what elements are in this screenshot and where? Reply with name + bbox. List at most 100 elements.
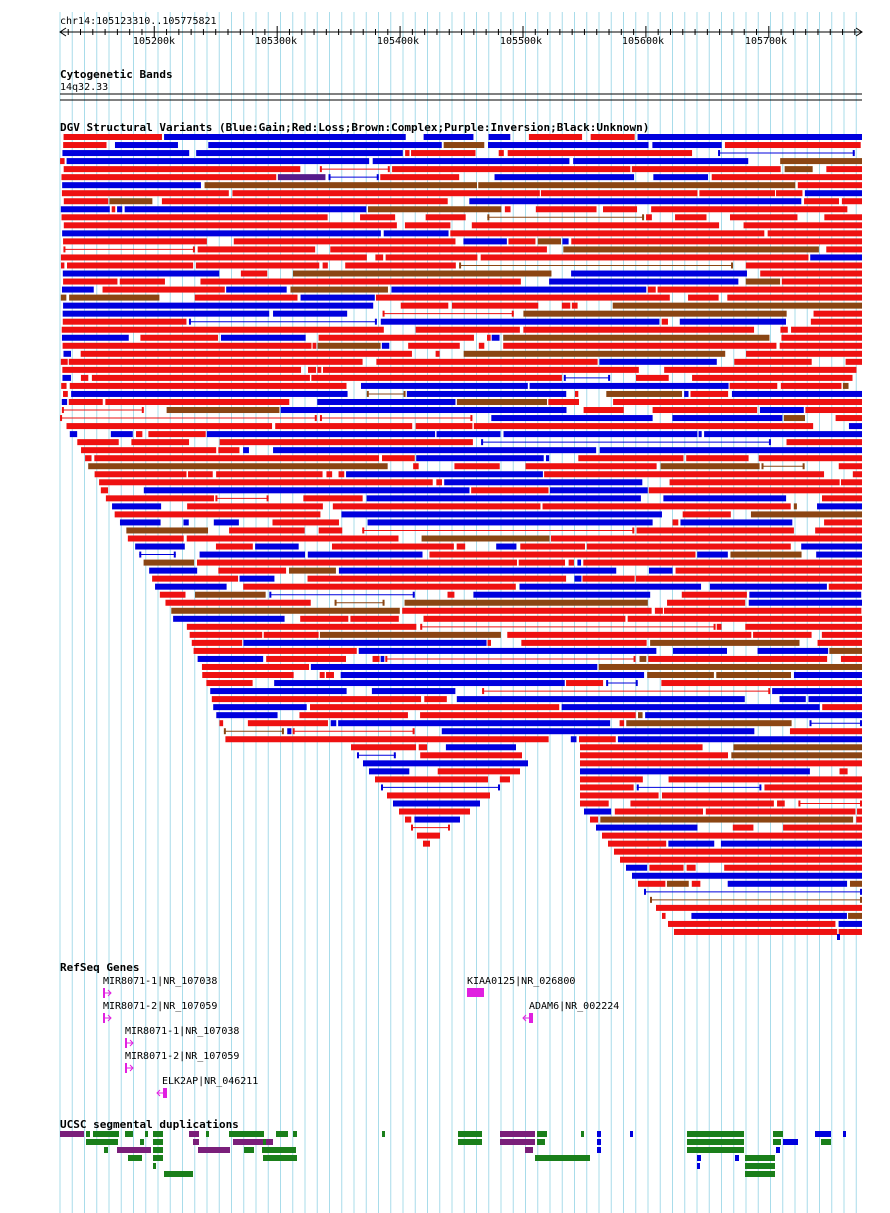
sv-feature[interactable] (112, 503, 162, 510)
sv-feature[interactable] (292, 270, 552, 277)
sv-feature[interactable] (350, 615, 399, 622)
sv-feature[interactable] (654, 607, 663, 614)
sv-feature[interactable] (730, 551, 802, 558)
sv-feature[interactable] (540, 190, 698, 197)
sv-feature[interactable] (645, 712, 862, 719)
sv-feature[interactable] (661, 680, 862, 687)
sv-feature[interactable] (857, 808, 862, 815)
sv-feature[interactable] (692, 374, 853, 381)
sv-feature[interactable] (815, 527, 862, 534)
sv-feature[interactable] (463, 238, 507, 245)
refseq-gene-label[interactable]: MIR8071-2|NR_107059 (103, 1001, 217, 1012)
sv-feature[interactable] (848, 423, 862, 430)
sv-feature[interactable] (149, 567, 198, 574)
sv-feature[interactable] (62, 342, 312, 349)
sv-endcap[interactable] (809, 720, 812, 727)
sv-feature[interactable] (114, 511, 321, 518)
sv-feature[interactable] (255, 543, 299, 550)
segdup-feature[interactable] (86, 1131, 90, 1137)
sv-feature[interactable] (503, 334, 770, 341)
sv-feature[interactable] (507, 631, 752, 638)
sv-feature[interactable] (791, 326, 862, 333)
sv-feature[interactable] (195, 262, 320, 269)
sv-feature[interactable] (691, 912, 847, 919)
sv-feature[interactable] (627, 615, 862, 622)
sv-feature[interactable] (161, 198, 448, 205)
refseq-gene-body[interactable] (529, 1013, 533, 1023)
sv-endcap[interactable] (60, 415, 63, 422)
sv-feature[interactable] (835, 415, 862, 422)
sv-feature[interactable] (345, 262, 456, 269)
sv-feature[interactable] (272, 519, 339, 526)
sv-feature[interactable] (60, 262, 65, 269)
sv-feature[interactable] (838, 920, 862, 927)
sv-feature[interactable] (195, 591, 266, 598)
sv-feature[interactable] (529, 382, 729, 389)
sv-feature[interactable] (724, 142, 861, 149)
segdup-feature[interactable] (125, 1131, 133, 1137)
sv-feature[interactable] (749, 591, 862, 598)
sv-endcap[interactable] (498, 784, 500, 791)
segdup-feature[interactable] (687, 1139, 744, 1145)
sv-feature[interactable] (63, 350, 71, 357)
sv-feature[interactable] (503, 431, 698, 438)
segdup-feature[interactable] (263, 1139, 266, 1145)
sv-feature[interactable] (626, 720, 792, 727)
sv-endcap[interactable] (563, 374, 566, 381)
sv-feature[interactable] (159, 591, 186, 598)
sv-feature[interactable] (119, 278, 165, 285)
sv-feature[interactable] (613, 398, 862, 405)
sv-endcap[interactable] (319, 166, 322, 173)
sv-feature[interactable] (445, 744, 516, 751)
sv-feature[interactable] (784, 166, 813, 173)
sv-feature[interactable] (385, 254, 478, 261)
sv-feature[interactable] (697, 551, 728, 558)
segdup-feature[interactable] (745, 1163, 775, 1169)
segdup-feature[interactable] (458, 1139, 482, 1145)
refseq-gene-label[interactable]: MIR8071-1|NR_107038 (103, 976, 217, 987)
sv-feature[interactable] (813, 310, 862, 317)
sv-feature[interactable] (638, 880, 666, 887)
cytoband-track[interactable]: Cytogenetic Bands 14q32.33 (60, 68, 862, 101)
sv-feature[interactable] (111, 206, 116, 213)
sv-feature[interactable] (745, 262, 862, 269)
refseq-gene-body[interactable] (125, 1063, 127, 1073)
sv-feature[interactable] (780, 158, 862, 165)
sv-feature[interactable] (61, 214, 328, 221)
sv-feature[interactable] (631, 166, 781, 173)
sv-endcap[interactable] (642, 214, 645, 221)
sv-endcap[interactable] (459, 262, 462, 269)
sv-feature[interactable] (80, 350, 412, 357)
sv-feature[interactable] (102, 286, 225, 293)
sv-feature[interactable] (340, 672, 645, 679)
sv-feature[interactable] (626, 864, 648, 871)
sv-feature[interactable] (602, 832, 862, 839)
sv-feature[interactable] (488, 142, 649, 149)
sv-feature[interactable] (776, 190, 803, 197)
sv-feature[interactable] (165, 599, 311, 606)
sv-feature[interactable] (580, 744, 703, 751)
sv-feature[interactable] (330, 246, 547, 253)
segdup-feature[interactable] (293, 1131, 297, 1137)
sv-feature[interactable] (498, 150, 504, 157)
sv-feature[interactable] (425, 214, 466, 221)
sv-feature[interactable] (219, 439, 473, 446)
sv-feature[interactable] (661, 318, 668, 325)
sv-feature[interactable] (614, 808, 703, 815)
sv-feature[interactable] (429, 551, 696, 558)
sv-feature[interactable] (805, 407, 862, 414)
sv-feature[interactable] (326, 672, 334, 679)
sv-feature[interactable] (60, 294, 67, 301)
sv-feature[interactable] (229, 527, 305, 534)
sv-feature[interactable] (399, 808, 470, 815)
sv-feature[interactable] (392, 166, 631, 173)
sv-feature[interactable] (63, 166, 301, 173)
sv-endcap[interactable] (411, 824, 413, 831)
sv-feature[interactable] (263, 631, 319, 638)
sv-feature[interactable] (60, 254, 367, 261)
sv-endcap[interactable] (860, 800, 862, 807)
sv-feature[interactable] (62, 318, 187, 325)
sv-feature[interactable] (218, 447, 240, 454)
sv-endcap[interactable] (761, 463, 764, 470)
sv-feature[interactable] (734, 358, 812, 365)
